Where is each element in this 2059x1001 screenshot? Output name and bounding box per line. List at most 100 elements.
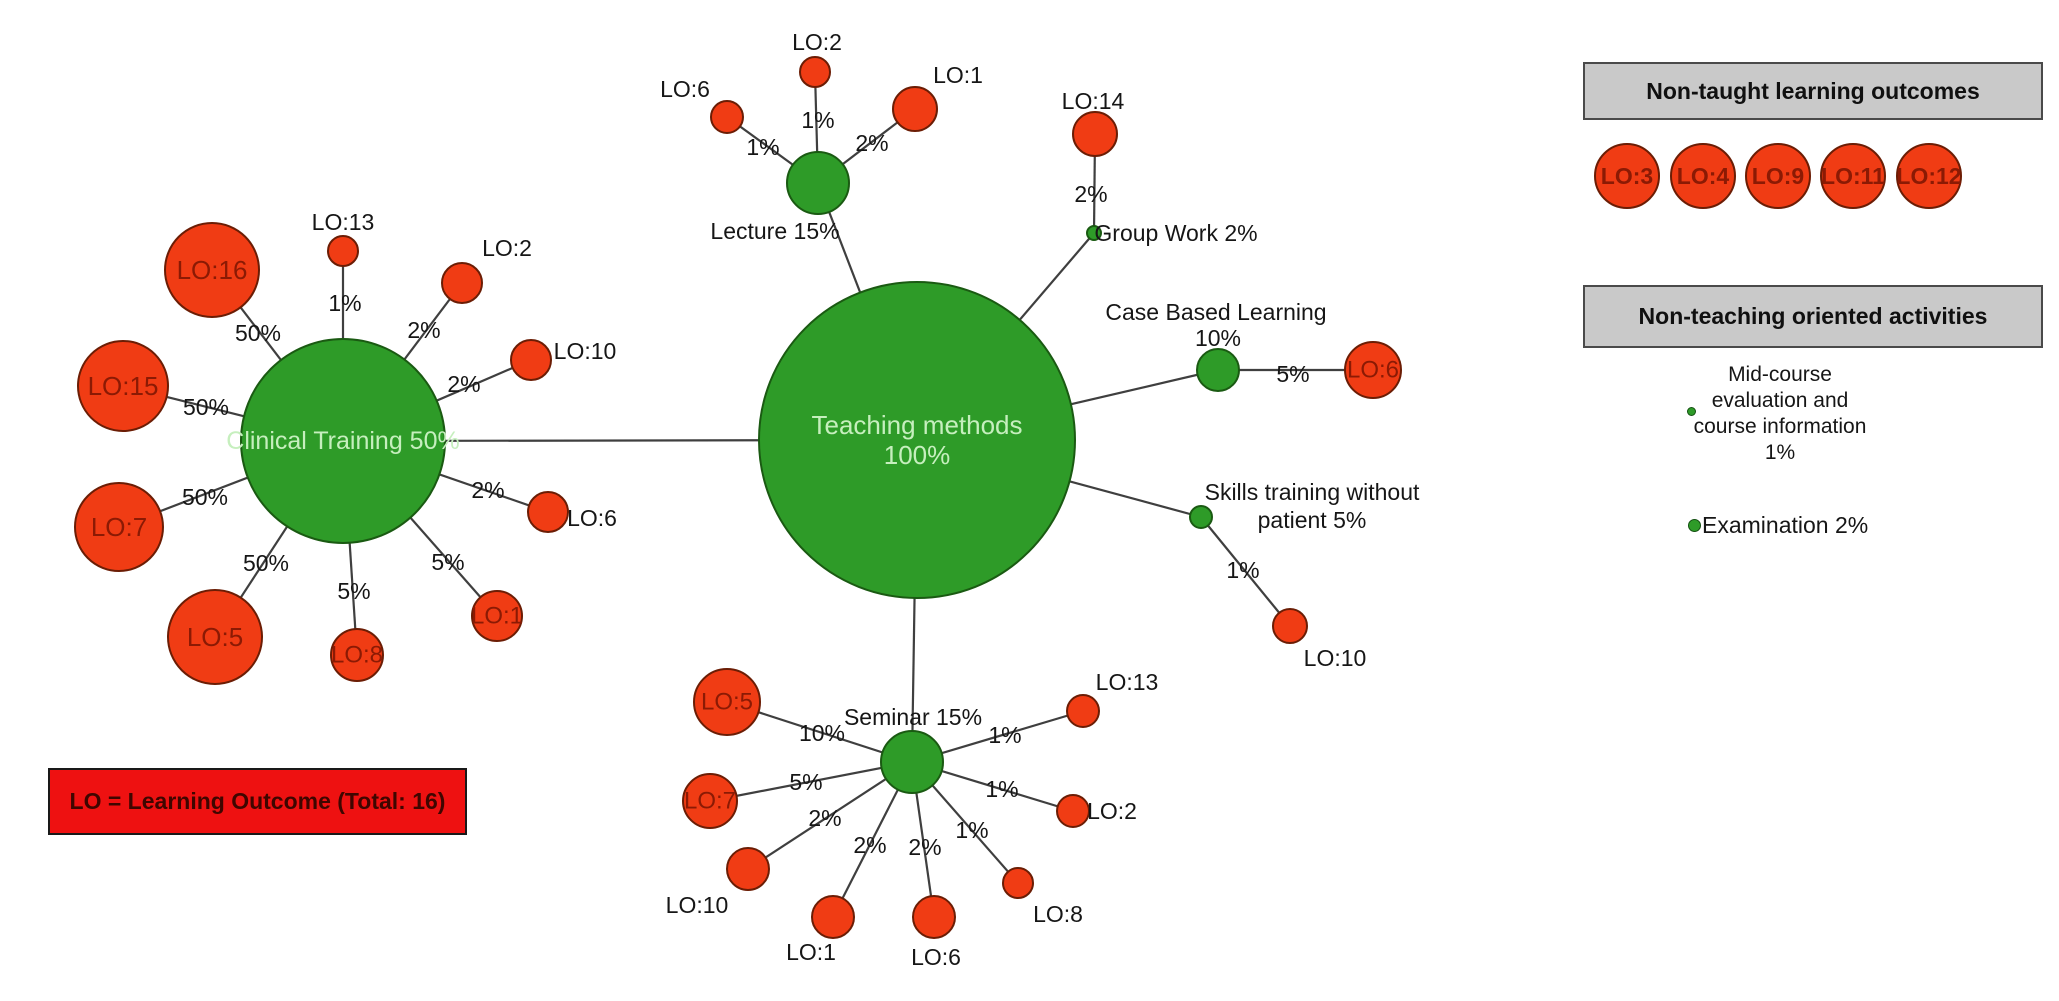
- edge-label-lecture-lo2: 1%: [801, 107, 834, 133]
- clinical-lo13-label: LO:13: [312, 209, 375, 235]
- edge-label-seminar-lo5: 10%: [799, 720, 845, 746]
- skills-lo10-label: LO:10: [1304, 645, 1367, 671]
- node-groupwork-lo14: [1072, 111, 1118, 157]
- midcourse-evaluation-line: course information: [1693, 415, 1867, 438]
- edge-label-clinical-lo2: 2%: [407, 317, 440, 343]
- node-clinical-lo8: [330, 628, 384, 682]
- edge-label-clinical-lo16: 50%: [235, 320, 281, 346]
- node-label-teaching-methods-1: 100%: [884, 440, 951, 470]
- node-lecture-lo2: [799, 56, 831, 88]
- node-clinical-lo16: [164, 222, 260, 318]
- node-label-cbl-lo6: LO:6: [1347, 357, 1399, 384]
- node-clinical-lo1: [471, 590, 523, 642]
- non-taught-lo-circle: LO:9: [1745, 143, 1811, 209]
- node-lecture-lo6: [710, 100, 744, 134]
- node-label-seminar-lo7: LO:7: [684, 788, 736, 815]
- edge-label-clinical-lo5: 50%: [243, 550, 289, 576]
- node-teaching-methods: [758, 281, 1076, 599]
- edge-label-clinical-lo6: 2%: [471, 477, 504, 503]
- seminar-lo6-label: LO:6: [911, 944, 961, 970]
- non-taught-outcomes-title: Non-taught learning outcomes: [1646, 77, 1980, 104]
- non-taught-lo-circle: LO:3: [1594, 143, 1660, 209]
- edge-label-clinical-lo1: 5%: [431, 549, 464, 575]
- node-group-work: [1086, 225, 1102, 241]
- lecture-lo6-label: LO:6: [660, 76, 710, 102]
- node-cbl-lo6: [1344, 341, 1402, 399]
- node-seminar-lo13: [1066, 694, 1100, 728]
- node-clinical-lo10: [510, 339, 552, 381]
- node-label-clinical-lo1: LO:1: [471, 603, 523, 630]
- node-clinical-lo13: [327, 235, 359, 267]
- cbl-label-line2: 10%: [1195, 325, 1241, 351]
- node-clinical-lo7: [74, 482, 164, 572]
- edge-label-lecture-lo1: 2%: [855, 130, 888, 156]
- skills-label-line2: patient 5%: [1258, 507, 1367, 533]
- seminar-lo8-label: LO:8: [1033, 901, 1083, 927]
- node-seminar-lo10: [726, 847, 770, 891]
- node-clinical-training: [240, 338, 446, 544]
- edge-label-seminar-lo2: 1%: [985, 776, 1018, 802]
- node-label-clinical-lo15: LO:15: [88, 371, 159, 401]
- node-seminar: [880, 730, 944, 794]
- seminar-lo1-label: LO:1: [786, 939, 836, 965]
- edge-label-seminar-lo1: 2%: [853, 832, 886, 858]
- clinical-lo10-label: LO:10: [554, 338, 617, 364]
- non-taught-lo-label: LO:3: [1600, 162, 1654, 189]
- edge-label-lecture-lo6: 1%: [746, 134, 779, 160]
- lecture-lo2-label: LO:2: [792, 29, 842, 55]
- examination-dot: [1688, 519, 1701, 532]
- node-label-clinical-lo8: LO:8: [331, 642, 383, 669]
- edge-label-seminar-lo10: 2%: [808, 805, 841, 831]
- edge-skills-lo10: [1200, 516, 1291, 627]
- edge-label-seminar-lo8: 1%: [955, 817, 988, 843]
- groupwork-label: Group Work 2%: [1094, 220, 1257, 246]
- non-taught-outcomes-header: Non-taught learning outcomes: [1583, 62, 2043, 120]
- edge-label-seminar-lo6: 2%: [908, 834, 941, 860]
- seminar-lo10-label: LO:10: [666, 892, 729, 918]
- node-clinical-lo2: [441, 262, 483, 304]
- edge-label-seminar-lo7: 5%: [789, 769, 822, 795]
- groupwork-lo14-label: LO:14: [1062, 88, 1125, 114]
- node-skills-lo10: [1272, 608, 1308, 644]
- edge-label-seminar-lo13: 1%: [988, 722, 1021, 748]
- non-taught-lo-label: LO:9: [1751, 162, 1805, 189]
- non-taught-lo-circle: LO:11: [1820, 143, 1886, 209]
- edge-seminar-lo10: [747, 761, 913, 870]
- edge-label-clinical-lo8: 5%: [337, 578, 370, 604]
- non-teaching-activities-header: Non-teaching oriented activities: [1583, 285, 2043, 348]
- node-seminar-lo1: [811, 895, 855, 939]
- edge-seminar-lo7: [709, 760, 913, 803]
- midcourse-evaluation-line: evaluation and: [1711, 389, 1849, 412]
- midcourse-evaluation-label: Mid-course evaluation and course informa…: [1680, 362, 1880, 466]
- node-label-clinical-lo16: LO:16: [177, 255, 248, 285]
- node-seminar-lo6: [912, 895, 956, 939]
- midcourse-evaluation-pct: 1%: [1764, 441, 1796, 464]
- non-taught-lo-label: LO:12: [1896, 162, 1962, 189]
- node-seminar-lo5: [693, 668, 761, 736]
- clinical-lo2-label: LO:2: [482, 235, 532, 261]
- non-taught-lo-circle: LO:12: [1896, 143, 1962, 209]
- node-lecture: [786, 151, 850, 215]
- edge-label-skills-lo10: 1%: [1226, 557, 1259, 583]
- node-label-teaching-methods-0: Teaching methods: [811, 410, 1022, 440]
- node-clinical-lo15: [77, 340, 169, 432]
- edge-label-clinical-lo7: 50%: [182, 484, 228, 510]
- edge-label-clinical-lo13: 1%: [328, 290, 361, 316]
- clinical-lo6-label: LO:6: [567, 505, 617, 531]
- edge-label-cbl-lo6: 5%: [1276, 361, 1309, 387]
- midcourse-evaluation-dot: [1687, 407, 1696, 416]
- examination-label: Examination 2%: [1702, 512, 1869, 538]
- edge-label-clinical-lo15: 50%: [183, 394, 229, 420]
- node-seminar-lo8: [1002, 867, 1034, 899]
- cbl-label-line1: Case Based Learning: [1105, 299, 1326, 325]
- seminar-label: Seminar 15%: [844, 704, 982, 730]
- node-clinical-lo6: [527, 491, 569, 533]
- edge-label-clinical-lo10: 2%: [447, 371, 480, 397]
- seminar-lo13-label: LO:13: [1096, 669, 1159, 695]
- node-clinical-lo5: [167, 589, 263, 685]
- non-teaching-activities-title: Non-teaching oriented activities: [1638, 303, 1988, 329]
- node-label-seminar-lo5: LO:5: [701, 689, 753, 716]
- node-label-clinical-lo7: LO:7: [91, 512, 147, 542]
